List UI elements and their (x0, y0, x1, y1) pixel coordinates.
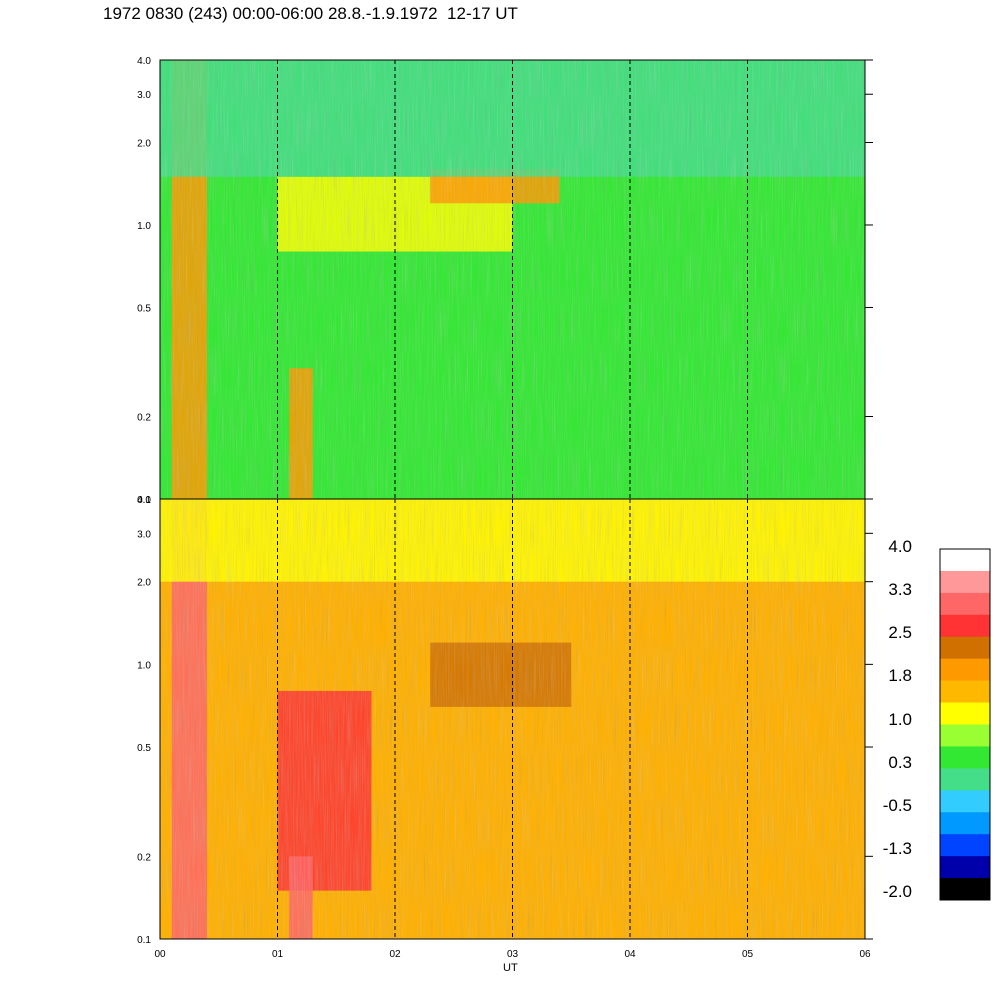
y-tick-label: 0.5 (137, 743, 151, 754)
x-tick-label: 02 (389, 949, 401, 960)
colorbar-label: 1.0 (888, 709, 912, 729)
y-tick-label: 0.1 (137, 935, 151, 946)
colorbar-swatch (940, 702, 990, 725)
colorbar-label: 1.8 (888, 666, 912, 686)
chart-title: 1972 0830 (243) 00:00-06:00 28.8.-1.9.19… (103, 4, 518, 23)
y-tick-label: 4.0 (137, 495, 151, 506)
colorbar-swatch (940, 856, 990, 879)
x-tick-label: 03 (507, 949, 519, 960)
y-tick-label: 1.0 (137, 660, 151, 671)
colorbar-swatch (940, 680, 990, 704)
colorbar-frame (939, 548, 991, 901)
colorbar-swatch (940, 636, 990, 660)
colorbar (939, 548, 991, 901)
lower-panel: 0.1 0.2 0.5 1.0 2.0 3.0 4.0 00 01 02 03 04 05 06 (137, 495, 873, 960)
colorbar-swatch (940, 570, 990, 594)
colorbar-label: 0.3 (888, 752, 912, 772)
y-tick-label: 4.0 (137, 56, 151, 67)
y-tick-label: 2.0 (137, 138, 151, 149)
x-tick-label: 00 (154, 949, 166, 960)
x-tick-label: 01 (272, 949, 284, 960)
y-tick-label: 2.0 (137, 578, 151, 589)
y-tick-label: 0.1 (137, 495, 151, 506)
colorbar-label: -0.5 (882, 795, 912, 815)
colorbar-swatch (940, 878, 990, 901)
colorbar-label: 3.3 (888, 580, 912, 600)
colorbar-swatch (940, 658, 990, 682)
y-tick-label: 0.2 (137, 852, 151, 863)
x-tick-label: 05 (742, 949, 754, 960)
colorbar-swatch (940, 746, 990, 769)
colorbar-swatch (940, 768, 990, 791)
y-tick-label: 0.2 (137, 413, 151, 424)
colorbar-label: -1.3 (882, 838, 912, 858)
colorbar-swatch (940, 790, 990, 813)
y-tick-label: 3.0 (137, 90, 151, 101)
y-tick-label: 1.0 (137, 221, 151, 232)
x-tick-label: 04 (624, 949, 636, 960)
colorbar-swatch (940, 614, 990, 638)
x-tick-label: 06 (859, 949, 871, 960)
upper-panel: 0.1 0.2 0.5 1.0 2.0 3.0 4.0 (137, 56, 873, 506)
y-tick-label: 3.0 (137, 529, 151, 540)
colorbar-swatch (940, 834, 990, 857)
colorbar-swatch (940, 549, 990, 572)
colorbar-swatch (940, 812, 990, 835)
colorbar-label: 4.0 (888, 537, 912, 556)
colorbar-swatch (940, 724, 990, 747)
colorbar-swatch (940, 592, 990, 616)
lower-frame (159, 498, 866, 940)
x-axis-label: UT (503, 962, 518, 974)
y-tick-label: 0.5 (137, 303, 151, 314)
colorbar-label: 2.5 (888, 623, 912, 643)
colorbar-label: -2.0 (882, 882, 912, 901)
